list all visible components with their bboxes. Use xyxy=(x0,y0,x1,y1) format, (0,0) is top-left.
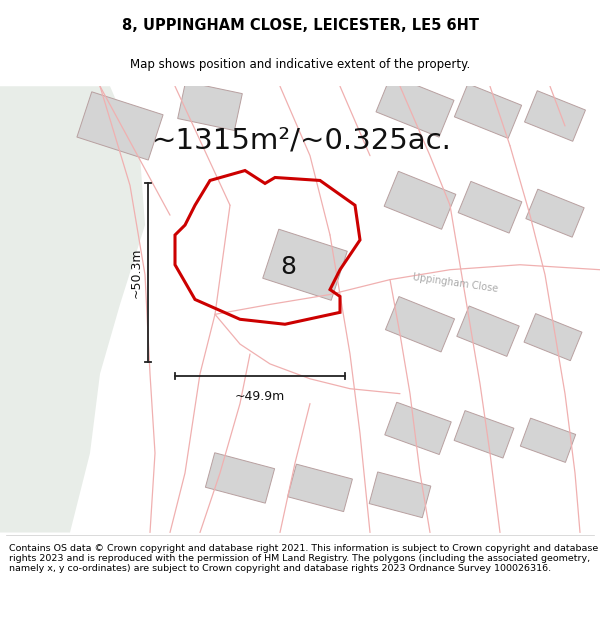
Text: Uppingham Close: Uppingham Close xyxy=(412,272,499,294)
Bar xyxy=(458,181,522,233)
Bar xyxy=(524,314,582,361)
Bar xyxy=(454,84,521,138)
Text: 8: 8 xyxy=(280,255,296,279)
Bar xyxy=(376,75,454,137)
Bar xyxy=(287,464,352,512)
Text: ~1315m²/~0.325ac.: ~1315m²/~0.325ac. xyxy=(152,127,452,155)
Bar xyxy=(524,91,586,141)
Bar xyxy=(526,189,584,237)
Bar xyxy=(385,402,451,454)
Bar xyxy=(454,411,514,458)
Bar xyxy=(384,171,456,229)
Bar xyxy=(77,92,163,160)
Text: Map shows position and indicative extent of the property.: Map shows position and indicative extent… xyxy=(130,58,470,71)
Bar xyxy=(205,452,275,503)
Polygon shape xyxy=(0,86,145,532)
Bar xyxy=(263,229,347,300)
Bar xyxy=(457,306,519,356)
Text: Contains OS data © Crown copyright and database right 2021. This information is : Contains OS data © Crown copyright and d… xyxy=(9,544,598,573)
Text: 8, UPPINGHAM CLOSE, LEICESTER, LE5 6HT: 8, UPPINGHAM CLOSE, LEICESTER, LE5 6HT xyxy=(121,18,479,33)
Bar xyxy=(178,82,242,131)
Bar xyxy=(385,296,455,352)
Bar xyxy=(520,418,575,462)
Bar xyxy=(369,472,431,518)
Text: ~50.3m: ~50.3m xyxy=(130,248,143,298)
Text: ~49.9m: ~49.9m xyxy=(235,390,285,402)
